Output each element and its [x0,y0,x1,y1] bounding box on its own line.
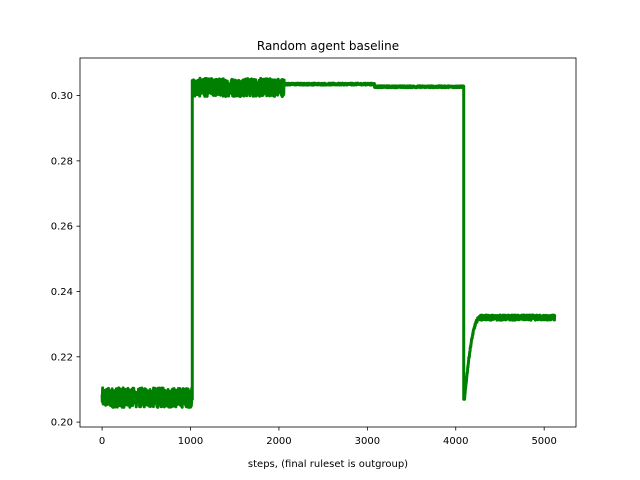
y-tick-label: 0.24 [51,287,73,298]
y-tick-label: 0.20 [51,418,73,429]
x-tick-label: 4000 [443,436,468,447]
x-tick-label: 2000 [266,436,291,447]
x-tick-label: 0 [99,436,105,447]
y-tick-label: 0.26 [51,222,73,233]
series-line-0 [100,76,557,409]
axes: 0 1000 2000 3000 4000 5000 0.20 0.22 0.24 0.26 0.2… [51,57,577,447]
x-tick-label: 3000 [355,436,380,447]
y-tick-label: 0.28 [51,156,73,167]
chart-title: Random agent baseline [257,39,399,53]
plot-area [100,76,557,409]
y-tick-label: 0.22 [51,352,73,363]
y-tick-label: 0.30 [51,91,73,102]
x-axis-label: steps, (final ruleset is outgroup) [248,459,408,470]
x-tick-label: 1000 [178,436,203,447]
x-tick-label: 5000 [531,436,556,447]
axes-frame [79,57,577,428]
